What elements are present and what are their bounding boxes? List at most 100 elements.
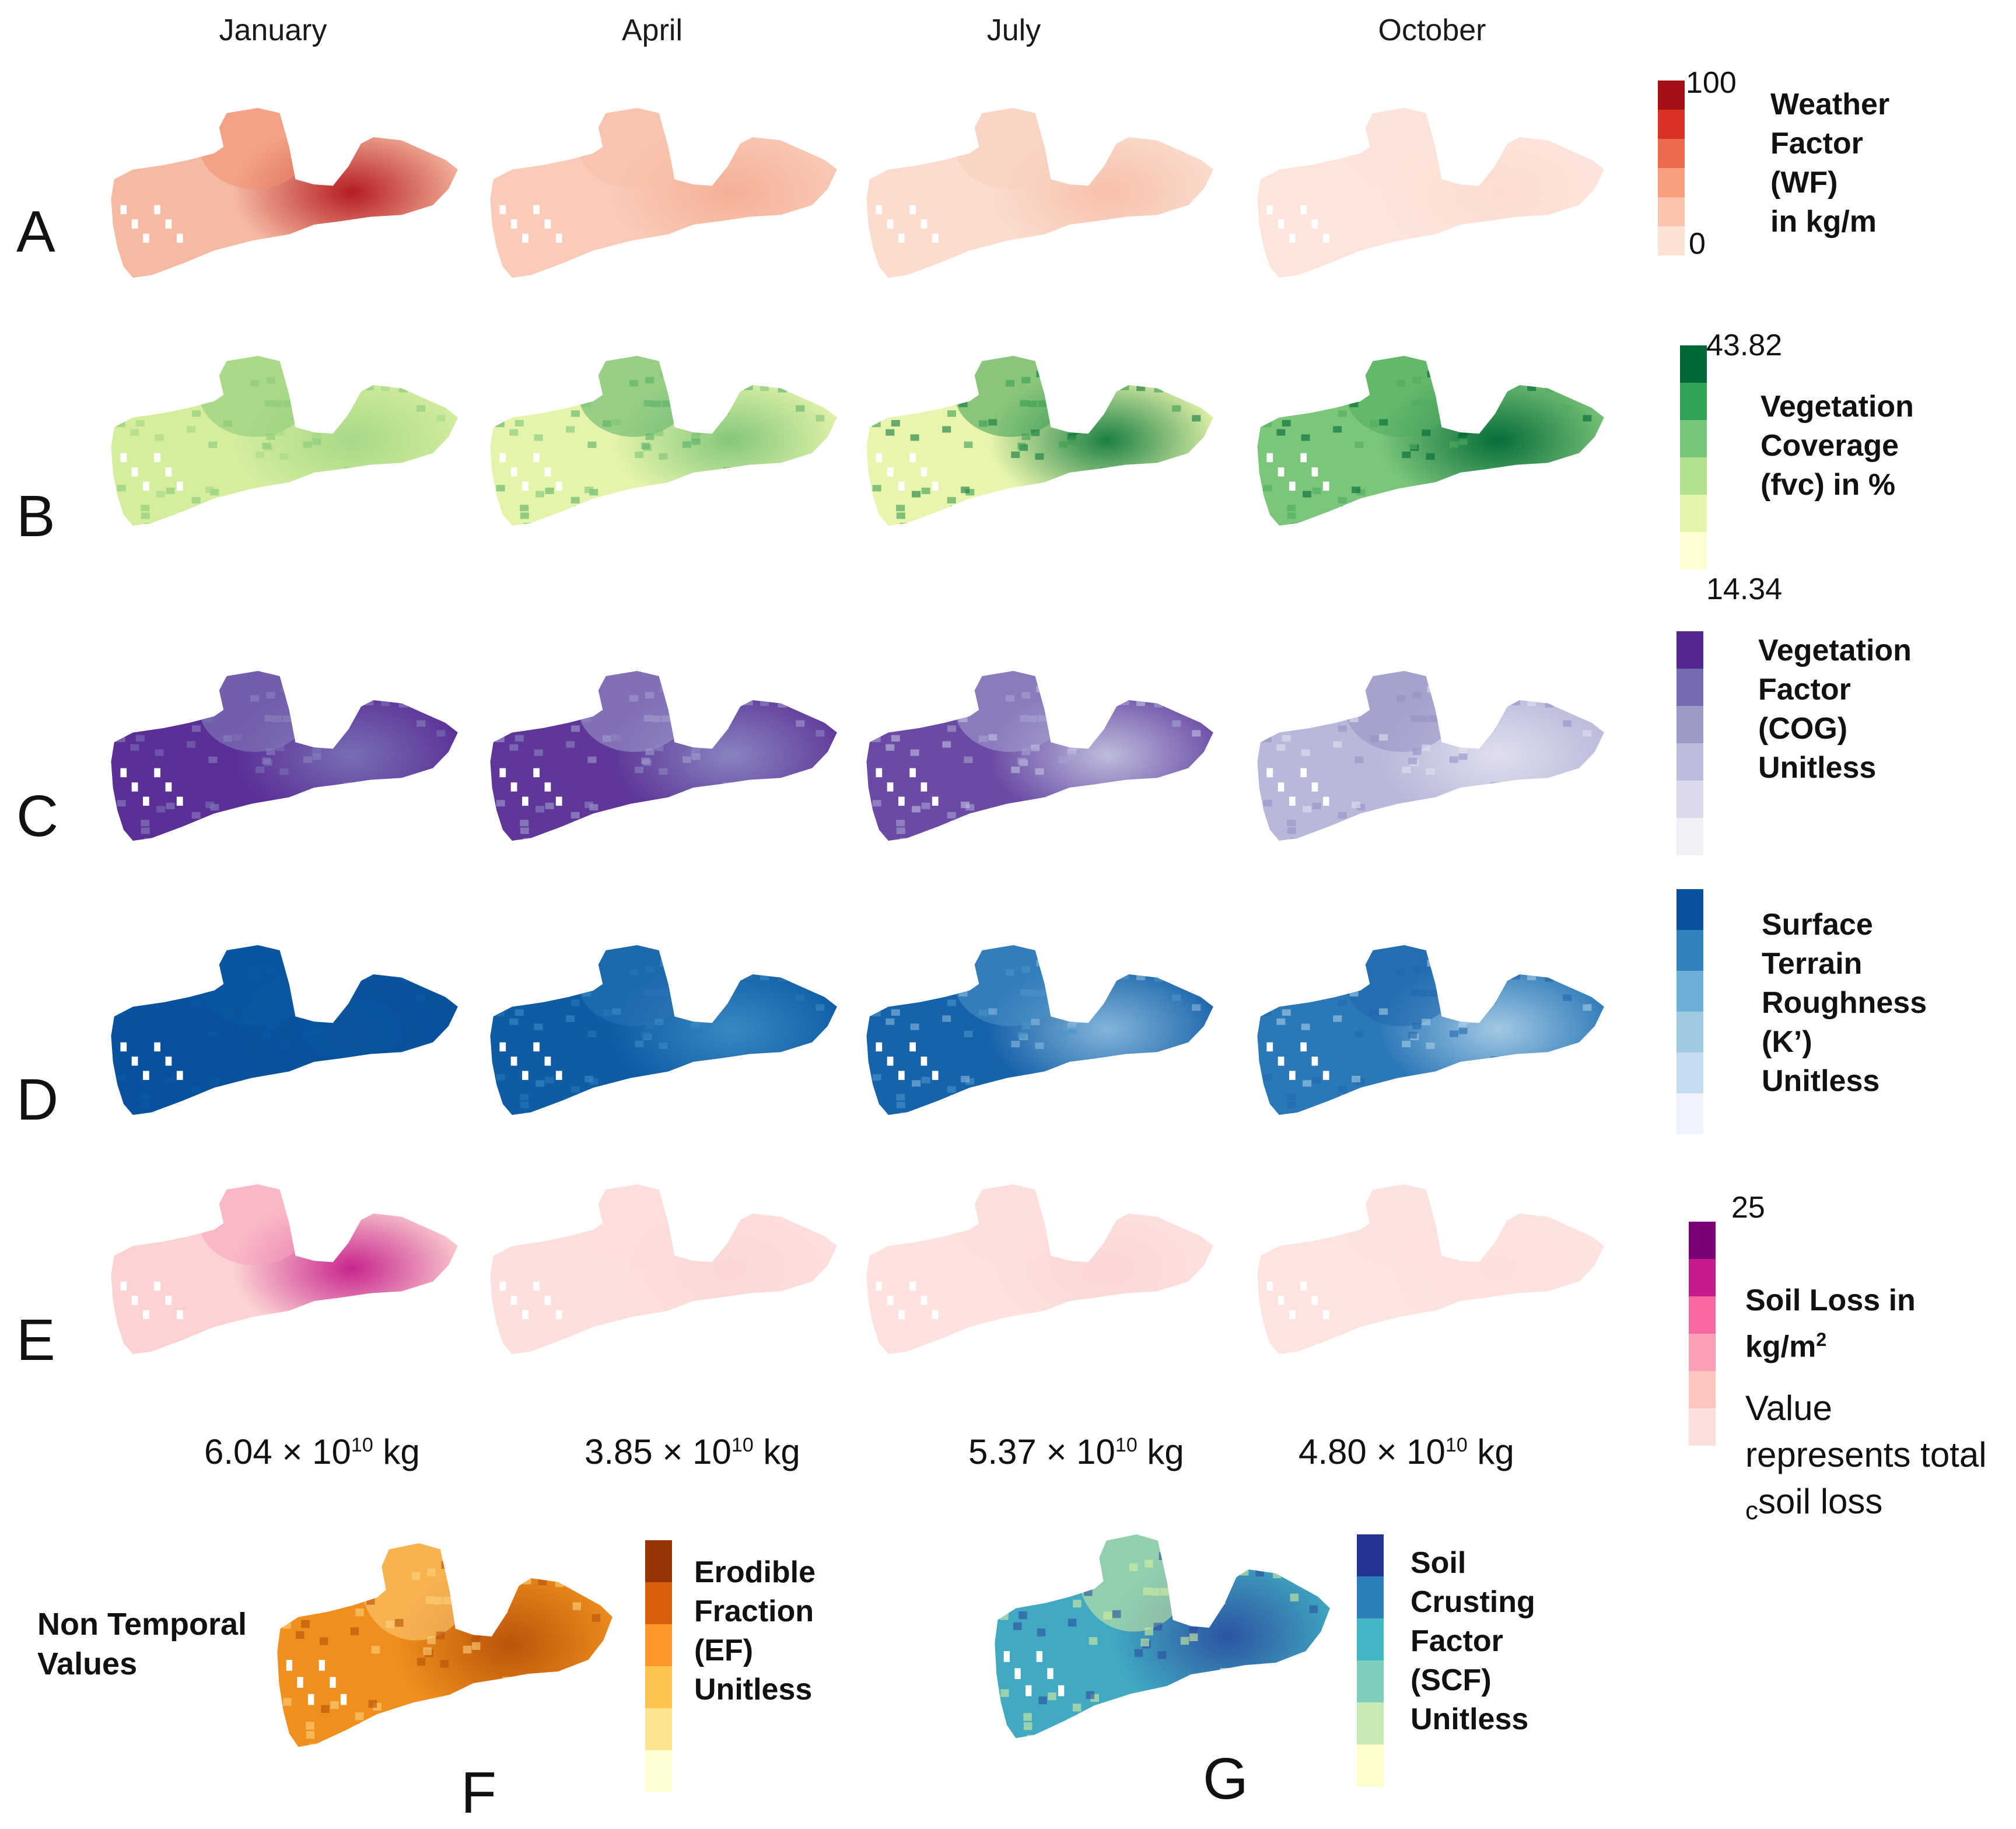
map-c-january-pixel [341, 702, 350, 710]
legend-c-bar-swatch [1676, 781, 1703, 818]
map-b-april-pixel [760, 384, 769, 391]
map-b-july-pixel [1067, 433, 1076, 440]
map-d-january-pixel [312, 1027, 321, 1034]
map-c-april-pixel [532, 716, 541, 723]
map-c-january-pixel [210, 804, 219, 811]
map-e-july-nodata [909, 1281, 916, 1291]
map-b-january-pixel [273, 400, 282, 407]
map-c-april-pixel [552, 686, 562, 693]
map-d-january-nodata [120, 1042, 127, 1052]
map-d-january-pixel [336, 964, 345, 971]
map-b-january-pixel [203, 400, 212, 407]
legend-a-bar-swatch [1658, 110, 1685, 139]
column-header-july: July [986, 13, 1041, 47]
map-c-april-pixel [810, 834, 820, 841]
map-b-january-pixel [187, 426, 196, 433]
map-d-january-nodata [165, 1057, 172, 1066]
map-d-october-pixel [1563, 994, 1572, 1001]
legend-b-title: Vegetation Coverage (fvc) in % [1760, 390, 1914, 502]
map-b-april-pixel [520, 505, 529, 512]
map-c-july-pixel [908, 716, 918, 723]
map-b-january-pixel [141, 512, 150, 519]
map-c-october-nodata [1311, 782, 1318, 792]
map-b-october-pixel [1356, 489, 1366, 496]
total-soil-loss-january: 6.04 × 1010 kg [204, 1432, 420, 1471]
map-b-july-pixel [921, 487, 930, 494]
map-c-april-pixel [778, 701, 787, 708]
total-soil-loss-october: 4.80 × 1010 kg [1298, 1432, 1514, 1471]
map-d-july-pixel [1017, 1087, 1027, 1094]
map-e-july-north-lobe [954, 1184, 1067, 1265]
map-c-january-pixel [398, 701, 408, 708]
map-b-january-pixel [352, 475, 362, 482]
map-b-july-pixel [1159, 519, 1168, 526]
map-b-april-pixel [583, 517, 593, 524]
map-d-april-pixel [746, 1055, 755, 1062]
map-b-april-pixel [720, 387, 729, 395]
map-c-october-pixel [1338, 725, 1347, 732]
map-c-january-nodata [131, 782, 138, 792]
map-c-july-pixel [960, 832, 969, 839]
map-d-january-pixel [416, 994, 426, 1001]
map-d-april-pixel [715, 964, 724, 971]
map-c-january-pixel [317, 742, 327, 749]
map-d-january-pixel [135, 1009, 145, 1016]
map-b-january-pixel [141, 505, 150, 512]
legend-g-bar-swatch [1357, 1576, 1384, 1618]
map-d-october-pixel [1333, 1015, 1342, 1022]
map-d-october-pixel [1527, 974, 1536, 981]
map-d-january-pixel [160, 988, 169, 995]
map-d-january-pixel [345, 1071, 355, 1078]
map-d-july-pixel [978, 1009, 988, 1016]
map-f-erodible-fraction-pixel [527, 1677, 537, 1686]
map-d-october-pixel [1449, 1030, 1458, 1037]
map-b-april-pixel [810, 519, 820, 526]
map-b-october-pixel [1490, 467, 1499, 474]
legend-g-bar-swatch [1357, 1660, 1384, 1702]
map-g-soil-crusting-pixel [1153, 1622, 1163, 1631]
map-b-april-pixel [691, 433, 700, 440]
map-d-july-pixel [1096, 997, 1105, 1004]
map-b-july-pixel [965, 489, 975, 496]
map-c-july-pixel [1067, 749, 1076, 756]
map-d-january-pixel [341, 977, 350, 984]
map-b-july-pixel [1054, 415, 1063, 422]
map-g-soil-crusting-pixel [1146, 1712, 1156, 1720]
map-f-erodible-fraction-pixel [337, 1561, 346, 1569]
map-d-october-pixel [1312, 1076, 1321, 1083]
map-c-april-pixel [534, 749, 543, 756]
map-c-january-pixel [282, 715, 292, 722]
map-g-soil-crusting-pixel [1172, 1704, 1182, 1712]
map-g-soil-crusting-pixel [1180, 1636, 1189, 1645]
map-d-january-pixel [122, 977, 131, 984]
map-d-october-pixel [1422, 1019, 1431, 1026]
map-c-july-pixel [947, 812, 956, 819]
map-c-april-pixel [583, 832, 593, 839]
map-b-october-pixel [1263, 485, 1272, 492]
map-d-april-pixel [523, 1112, 533, 1115]
map-a-april-nodata [544, 219, 551, 229]
map-f-erodible-fraction-pixel [440, 1660, 449, 1668]
map-d-january-pixel [171, 957, 180, 964]
map-f-erodible-fraction-nodata [308, 1694, 314, 1705]
map-b-january-pixel [275, 429, 285, 436]
map-d-october-pixel [1303, 1080, 1312, 1087]
legend-e-title: Soil Loss in kg/m2 [1745, 1284, 1916, 1364]
map-d-october-pixel [1268, 977, 1278, 984]
map-a-october-nodata [1278, 219, 1284, 229]
map-b-april-pixel [645, 433, 654, 440]
map-b-january-pixel [223, 420, 232, 427]
map-b-january-pixel [426, 502, 436, 509]
map-b-july-pixel [1099, 467, 1108, 474]
map-c-october-pixel [1464, 742, 1473, 749]
map-d-october-pixel [1282, 1009, 1291, 1016]
map-d-january-pixel [153, 991, 162, 998]
map-d-january-pixel [275, 1019, 285, 1026]
row-label-d: D [16, 1067, 59, 1132]
map-c-april-pixel [587, 756, 597, 763]
map-f-erodible-fraction-pixel [427, 1636, 436, 1645]
map-c-july-pixel [1006, 695, 1015, 702]
map-b-april-pixel [645, 377, 654, 384]
map-c-july-pixel [1068, 753, 1077, 760]
legend-d-bar-swatch [1676, 1012, 1703, 1052]
